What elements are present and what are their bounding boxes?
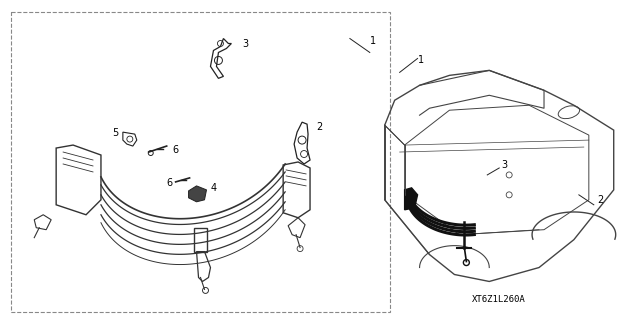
Text: 3: 3 [243,39,248,48]
Text: 1: 1 [370,35,376,46]
Text: 6: 6 [166,178,173,188]
Bar [11,12,390,312]
Text: 6: 6 [173,145,179,155]
Text: 2: 2 [316,122,323,132]
Text: 5: 5 [113,128,119,138]
Text: 2: 2 [596,195,603,205]
Text: 3: 3 [501,160,508,170]
Polygon shape [404,188,417,210]
Text: 4: 4 [211,183,216,193]
Polygon shape [189,186,207,202]
Text: 1: 1 [417,56,424,65]
Text: XT6Z1L260A: XT6Z1L260A [472,295,526,304]
